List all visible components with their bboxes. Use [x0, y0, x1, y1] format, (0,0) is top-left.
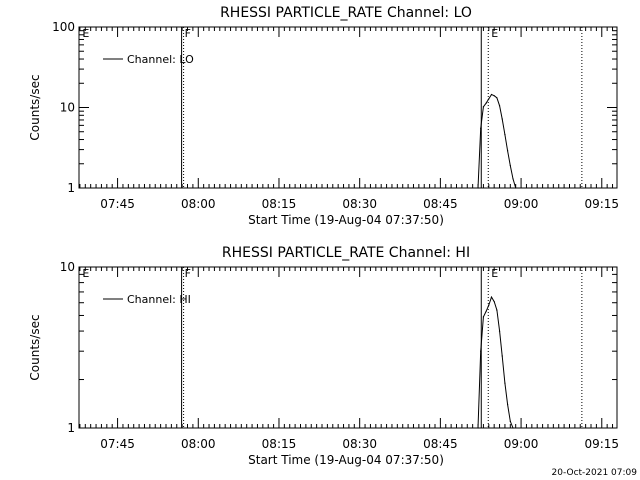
data-point	[493, 300, 495, 303]
data-point	[496, 309, 498, 311]
x-axis-label: Start Time (19-Aug-04 07:37:50)	[248, 453, 444, 467]
timestamp: 20-Oct-2021 07:09	[552, 468, 638, 478]
x-axis-label: Start Time (19-Aug-04 07:37:50)	[248, 213, 444, 227]
data-point	[493, 95, 495, 97]
marker-label: E	[491, 267, 498, 280]
data-point	[477, 427, 479, 429]
x-tick-label: 08:00	[181, 197, 216, 211]
data-point	[485, 102, 487, 104]
x-tick-label: 09:00	[504, 197, 539, 211]
x-tick-label: 09:00	[504, 437, 539, 451]
data-point	[477, 187, 479, 189]
legend-label: Channel: LO	[127, 53, 194, 66]
data-point	[501, 118, 503, 120]
y-axis-label: Counts/sec	[28, 314, 42, 380]
data-point	[501, 355, 503, 357]
y-tick-label: 10	[60, 260, 75, 274]
y-tick-label: 10	[60, 101, 75, 115]
marker-label: F	[185, 267, 191, 280]
data-series-line	[477, 93, 517, 189]
data-point	[504, 134, 506, 136]
y-tick-label: 100	[52, 20, 75, 34]
data-point	[507, 150, 509, 152]
chart-panel-lo: RHESSI PARTICLE_RATE Channel: LO Counts/s…	[28, 5, 619, 227]
data-point	[498, 105, 501, 107]
x-tick-label: 08:30	[342, 437, 377, 451]
data-point	[507, 403, 509, 406]
marker-label: E	[82, 267, 89, 280]
chart-panel-hi: RHESSI PARTICLE_RATE Channel: HI Counts/s…	[28, 245, 619, 467]
data-point	[485, 310, 487, 312]
x-tick-label: 08:00	[181, 437, 216, 451]
x-tick-label: 07:45	[100, 197, 135, 211]
data-point	[482, 106, 485, 108]
data-point	[480, 350, 482, 352]
y-axis-label: Counts/sec	[28, 74, 42, 140]
data-point	[509, 164, 511, 167]
marker-label: E	[491, 27, 498, 40]
data-point	[482, 316, 485, 318]
data-series-line	[477, 295, 514, 429]
x-tick-label: 09:15	[584, 437, 619, 451]
plot-frame	[78, 26, 618, 189]
data-point	[512, 427, 514, 429]
x-tick-label: 08:30	[342, 197, 377, 211]
x-tick-label: 08:45	[423, 437, 458, 451]
chart-title: RHESSI PARTICLE_RATE Channel: LO	[220, 5, 472, 21]
data-point	[504, 382, 506, 384]
chart-title: RHESSI PARTICLE_RATE Channel: HI	[222, 245, 470, 261]
data-point	[496, 97, 498, 99]
plot-frame	[78, 266, 618, 429]
y-tick-label: 1	[67, 181, 75, 195]
data-point	[512, 178, 514, 180]
x-tick-label: 08:15	[262, 197, 297, 211]
data-point	[498, 330, 501, 332]
data-point	[488, 304, 490, 306]
x-tick-label: 08:15	[262, 437, 297, 451]
x-tick-label: 07:45	[100, 437, 135, 451]
marker-label: F	[185, 27, 191, 40]
marker-label: E	[82, 27, 89, 40]
data-point	[515, 187, 517, 189]
x-tick-label: 09:15	[584, 197, 619, 211]
data-point	[488, 98, 490, 100]
legend-label: Channel: HI	[127, 293, 191, 306]
data-point	[509, 420, 511, 422]
y-tick-label: 1	[67, 421, 75, 435]
data-point	[490, 93, 493, 96]
data-point	[480, 127, 482, 130]
x-tick-label: 08:45	[423, 197, 458, 211]
data-point	[490, 296, 493, 298]
